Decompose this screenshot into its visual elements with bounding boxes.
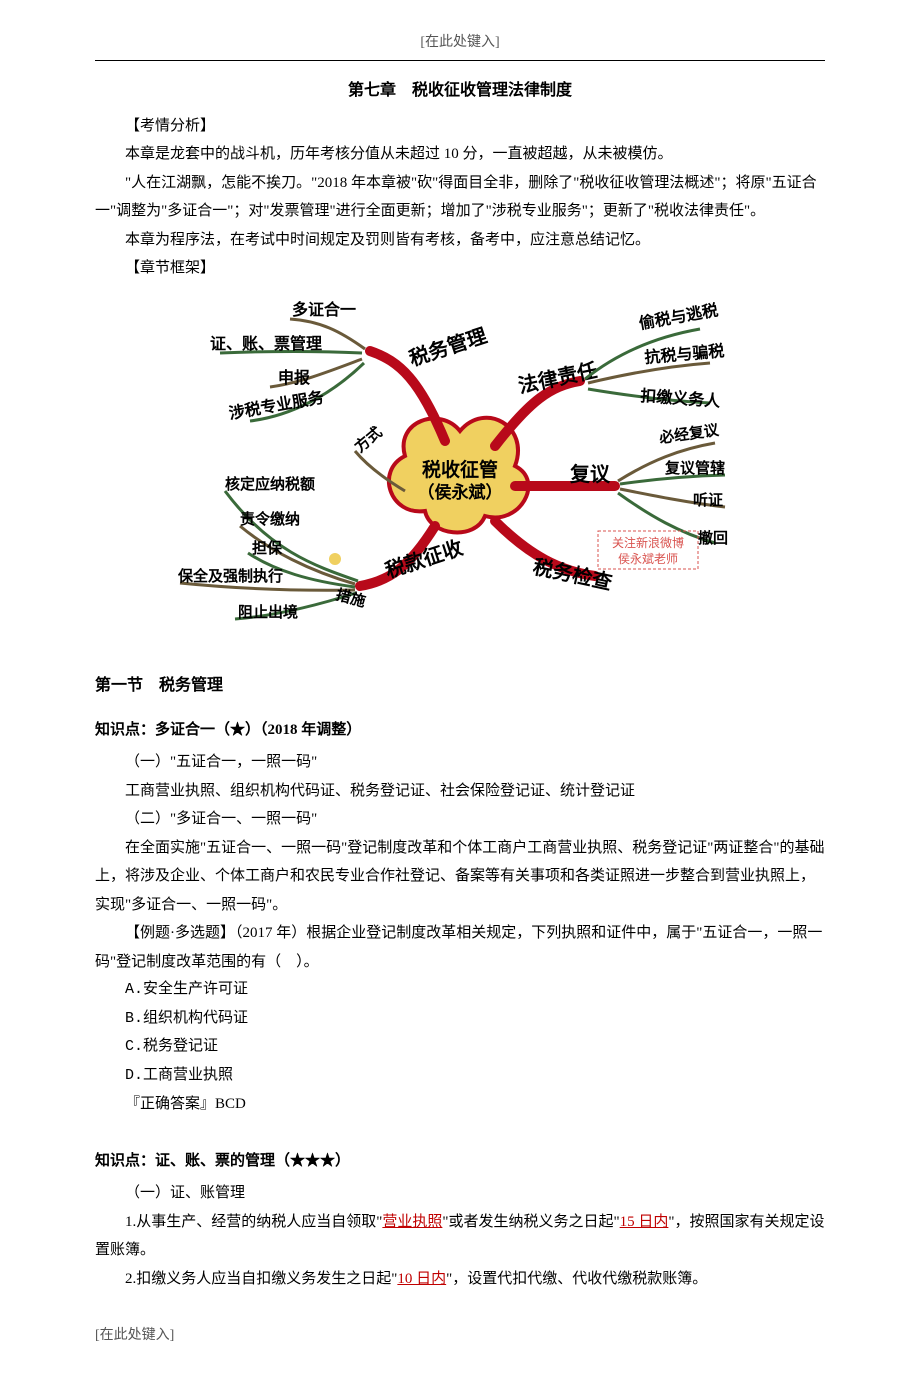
analysis-p3: 本章为程序法，在考试中时间规定及罚则皆有考核，备考中，应注意总结记忆。 [95, 226, 825, 255]
kp1-sub2: （二）"多证合一、一照一码" [95, 805, 825, 834]
kp1-line2: 在全面实施"五证合一、一照一码"登记制度改革和个体工商户工商营业执照、税务登记证… [95, 834, 825, 920]
kp2-s2-hl1: 10 日内 [397, 1271, 446, 1287]
spacer [95, 1119, 825, 1133]
leaf-label: 听证 [693, 491, 723, 509]
center-label-2: （侯永斌） [418, 482, 503, 502]
leaf-label: 阻止出境 [238, 603, 298, 621]
header-placeholder: [在此处键入] [95, 30, 825, 57]
analysis-p1: 本章是龙套中的战斗机，历年考核分值从未超过 10 分，一直被超越，从未被模仿。 [95, 140, 825, 169]
leaf-label: 撤回 [698, 529, 728, 547]
kp2-s1-hl1: 营业执照 [382, 1214, 442, 1230]
kp2-s1-mid: "或者发生纳税义务之日起" [442, 1214, 619, 1230]
chapter-title: 第七章 税收征收管理法律制度 [95, 76, 825, 106]
kp1-example-lead: 【例题·多选题】（2017 年）根据企业登记制度改革相关规定，下列执照和证件中，… [95, 919, 825, 976]
leaf-label: 复议管辖 [664, 459, 725, 477]
kp1-optD: D.工商营业执照 [95, 1062, 825, 1091]
header-divider [95, 60, 825, 61]
leaf-label: 涉税专业服务 [227, 387, 326, 423]
kp1-heading: 知识点：多证合一（★）（2018 年调整） [95, 716, 825, 745]
kp1-answer: 『正确答案』BCD [95, 1090, 825, 1119]
leaf-label: 申报 [278, 368, 310, 387]
leaf-label: 证、账、票管理 [210, 334, 322, 353]
kp2-heading: 知识点：证、账、票的管理（★★★） [95, 1147, 825, 1176]
footer-placeholder: [在此处键入] [95, 1323, 825, 1350]
center-label-1: 税收征管 [422, 458, 498, 481]
section1-title: 第一节 税务管理 [95, 671, 825, 701]
kp1-optC: C.税务登记证 [95, 1033, 825, 1062]
kp2-s2-pre: 2.扣缴义务人应当自扣缴义务发生之日起" [125, 1271, 397, 1287]
leaf-label: 偷税与逃税 [637, 300, 719, 333]
branch-inspect-label: 税务检查 [531, 554, 614, 594]
kp2-s1: 1.从事生产、经营的纳税人应当自领取"营业执照"或者发生纳税义务之日起"15 日… [95, 1208, 825, 1265]
branch-review-label: 复议 [569, 462, 611, 486]
leaf-label: 责令缴纳 [240, 510, 300, 528]
leaf-label: 担保 [252, 539, 283, 557]
badge-line1: 关注新浪微博 [612, 535, 684, 550]
branch-tax-mgmt-label: 税务管理 [406, 323, 490, 371]
document-page: [在此处键入] 第七章 税收征收管理法律制度 【考情分析】 本章是龙套中的战斗机… [0, 0, 920, 1390]
sub-branch [225, 491, 358, 581]
framework-heading: 【章节框架】 [95, 254, 825, 283]
kp2-s1-hl2: 15 日内 [620, 1214, 669, 1230]
analysis-p2: "人在江湖飘，怎能不挨刀。"2018 年本章被"砍"得面目全非，删除了"税收征收… [95, 169, 825, 226]
leaf-label: 保全及强制执行 [177, 567, 283, 585]
mindmap-container: 税收征管 （侯永斌） 税务管理 多证合一 证、账、票管理 申报 涉税专业服务 法… [95, 291, 825, 652]
leaf-label: 多证合一 [292, 300, 356, 319]
badge-box: 关注新浪微博 侯永斌老师 [598, 531, 698, 569]
kp2-sub1: （一）证、账管理 [95, 1179, 825, 1208]
kp1-optA: A.安全生产许可证 [95, 976, 825, 1005]
dot-icon [329, 553, 341, 565]
leaf-label: 核定应纳税额 [225, 475, 315, 493]
leaf-label: 抗税与骗税 [644, 341, 725, 367]
kp2-s1-pre: 1.从事生产、经营的纳税人应当自领取" [125, 1214, 382, 1230]
kp2-s2-post: "，设置代扣代缴、代收代缴税款账簿。 [446, 1271, 707, 1287]
kp1-optB: B.组织机构代码证 [95, 1005, 825, 1034]
kp1-line1: 工商营业执照、组织机构代码证、税务登记证、社会保险登记证、统计登记证 [95, 777, 825, 806]
branch-tax-mgmt [370, 351, 445, 441]
analysis-heading: 【考情分析】 [95, 112, 825, 141]
leaf-label: 扣缴义务人 [640, 386, 722, 411]
badge-line2: 侯永斌老师 [618, 552, 678, 566]
kp2-s2: 2.扣缴义务人应当自扣缴义务发生之日起"10 日内"，设置代扣代缴、代收代缴税款… [95, 1265, 825, 1294]
kp1-sub1: （一）"五证合一，一照一码" [95, 748, 825, 777]
mindmap-svg: 税收征管 （侯永斌） 税务管理 多证合一 证、账、票管理 申报 涉税专业服务 法… [140, 291, 780, 641]
